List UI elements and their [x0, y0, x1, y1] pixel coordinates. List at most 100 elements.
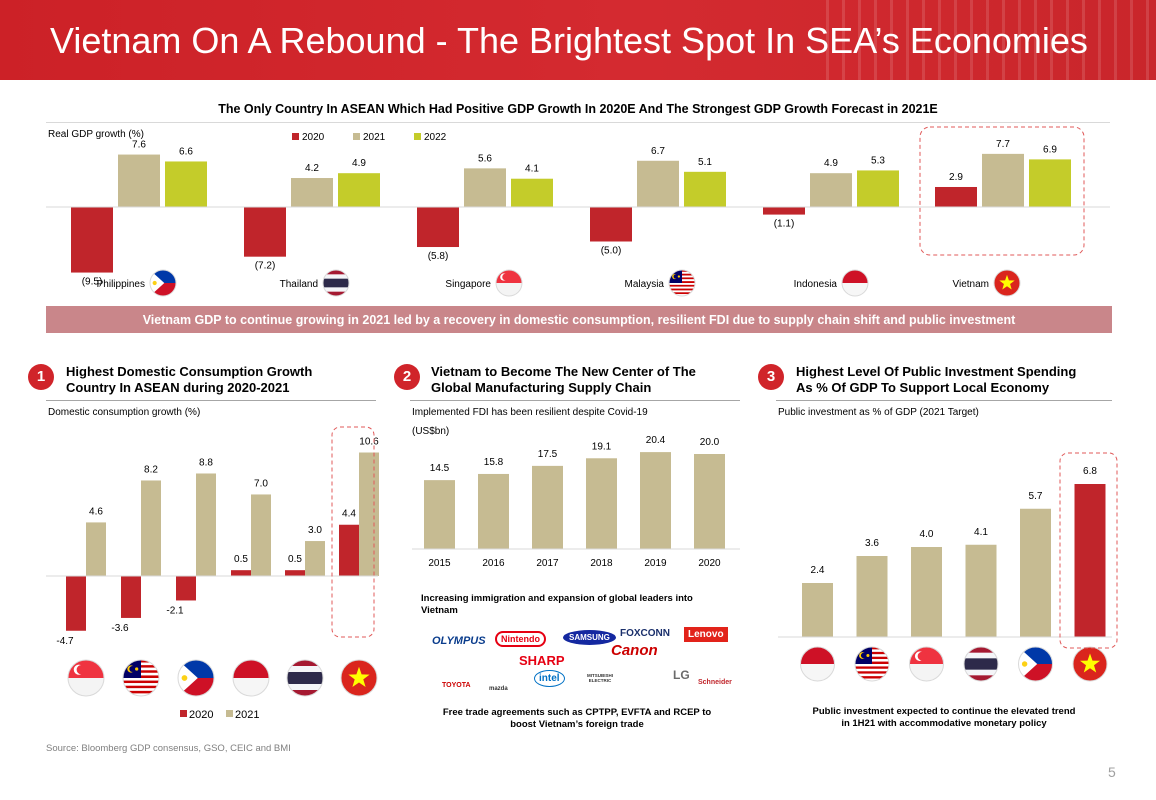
data-label: 20.0: [700, 437, 720, 448]
bar-2020-malaysia: [590, 207, 632, 242]
section-2-title: Vietnam to Become The New Center of The …: [431, 364, 696, 396]
data-label: (9.5): [82, 277, 103, 288]
legend-label-2022: 2022: [424, 132, 447, 143]
bar-2021-thailand: [305, 541, 325, 576]
fdi-footer: Free trade agreements such as CPTPP, EVF…: [412, 707, 742, 731]
olympus-logo: OLYMPUS: [432, 635, 486, 647]
singapore-flag-icon: [909, 647, 944, 681]
bar-public-philippines: [1020, 508, 1051, 637]
flag-part: [669, 286, 695, 289]
data-label: (7.2): [255, 261, 276, 272]
flag-part: [496, 283, 522, 296]
flag-part: [181, 675, 188, 681]
data-label: -2.1: [166, 605, 184, 616]
fdi-unit: (US$bn): [412, 426, 450, 437]
x-tick-label-2020: 2020: [698, 558, 721, 569]
bar-fdi-2019: [640, 452, 671, 549]
data-label: 4.0: [920, 529, 934, 540]
data-label: 14.5: [430, 463, 450, 474]
category-label-singapore: Singapore: [445, 279, 491, 290]
philippines-flag-icon: [178, 660, 214, 696]
flag-ring: [854, 646, 890, 682]
legend-swatch-2021: [353, 133, 360, 140]
bar-2022-malaysia: [684, 171, 726, 207]
flag-part: [502, 273, 509, 281]
indonesia-flag-icon: [842, 270, 868, 296]
legend-swatch-2022: [414, 133, 421, 140]
flag-part: [842, 283, 868, 296]
flag-part: [669, 288, 695, 291]
section-1-number: 1: [28, 364, 54, 390]
flag-part: [855, 673, 889, 677]
flag-part: [800, 664, 835, 681]
category-label-vietnam: Vietnam: [952, 279, 989, 290]
philippines-flag-icon: [1018, 647, 1053, 681]
flag-ring: [149, 269, 177, 297]
flag-part: [233, 660, 269, 678]
bar-2021-malaysia: [637, 160, 679, 207]
flag-part: [123, 683, 159, 686]
bar-2020-indonesia: [763, 207, 805, 215]
data-label: 17.5: [538, 449, 558, 460]
bar-2020-singapore: [66, 576, 86, 631]
flag-part: [669, 284, 695, 287]
flag-ring: [122, 659, 160, 697]
vietnam-flag-icon: [1073, 647, 1107, 681]
data-label: 4.9: [352, 158, 366, 169]
flag-part: [964, 658, 998, 670]
philippines-flag-icon: [150, 270, 176, 296]
category-label-philippines: Philippines: [97, 279, 145, 290]
flag-part: [673, 274, 678, 279]
flag-part: [855, 678, 889, 681]
callout-text: Vietnam GDP to continue growing in 2021 …: [142, 313, 1016, 327]
category-label-malaysia: Malaysia: [625, 279, 665, 290]
divider: [46, 122, 1110, 123]
flag-ring: [286, 659, 324, 697]
category-label-thailand: Thailand: [280, 279, 318, 290]
flag-part: [152, 280, 157, 286]
data-label: 3.0: [308, 525, 322, 536]
sharp-logo: SHARP: [519, 653, 565, 668]
data-label: 2.4: [811, 565, 825, 576]
section-3-title-line1: Highest Level Of Public Investment Spend…: [796, 364, 1077, 379]
vietnam-flag-icon: [341, 660, 377, 696]
fdi-note-line2: Vietnam: [421, 605, 458, 616]
schneider-logo: Schneider: [698, 679, 732, 686]
flag-ring: [841, 269, 869, 297]
data-label: 6.7: [651, 146, 665, 157]
data-label: 8.2: [144, 464, 158, 475]
data-label: 3.6: [865, 538, 879, 549]
flag-part: [123, 693, 159, 696]
flag-part: [68, 678, 104, 696]
x-tick-label-2017: 2017: [536, 558, 559, 569]
bar-public-malaysia: [856, 556, 888, 637]
data-label: 0.5: [234, 554, 248, 565]
flag-part: [178, 660, 198, 696]
flag-part: [496, 270, 522, 283]
bar-fdi-2017: [532, 465, 563, 549]
bar-public-singapore: [911, 547, 942, 637]
bar-2022-singapore: [511, 178, 553, 207]
indonesia-flag-icon: [233, 660, 269, 696]
bar-2021-vietnam: [982, 153, 1024, 207]
samsung-logo: SAMSUNG: [563, 630, 616, 645]
data-label: -4.7: [56, 636, 74, 647]
flag-ring: [1072, 646, 1108, 682]
thailand-flag-icon: [964, 647, 998, 681]
singapore-flag-icon: [68, 660, 104, 696]
flag-part: [860, 652, 867, 659]
x-tick-label-2019: 2019: [644, 558, 667, 569]
x-tick-label-2018: 2018: [590, 558, 613, 569]
thailand-flag-icon: [287, 660, 323, 696]
data-label: 7.7: [996, 139, 1010, 150]
slide-title: Vietnam On A Rebound - The Brightest Spo…: [50, 20, 1088, 61]
bar-2021-indonesia: [251, 494, 271, 576]
flag-ring: [67, 659, 105, 697]
data-label: (5.8): [428, 251, 449, 262]
thailand-flag-icon: [323, 270, 349, 296]
bar-public-indonesia: [802, 583, 833, 637]
flag-part: [855, 664, 889, 667]
bar-fdi-2018: [586, 458, 617, 549]
flag-ring: [322, 269, 350, 297]
